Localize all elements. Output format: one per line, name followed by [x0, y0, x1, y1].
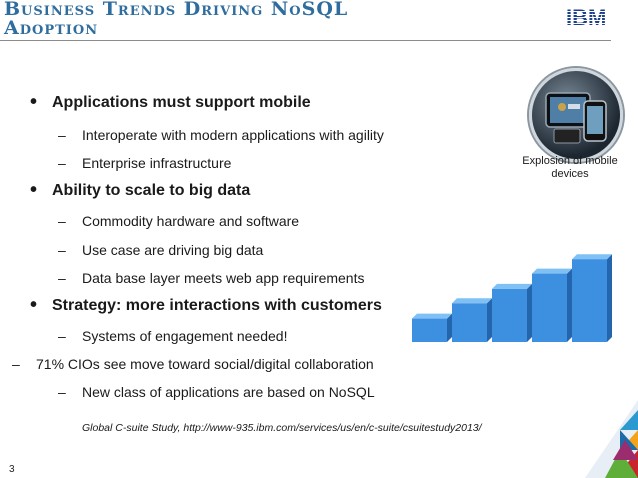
growth-bar	[452, 303, 487, 342]
growth-bar	[572, 259, 607, 342]
sub-bullet: – Commodity hardware and software	[58, 213, 300, 229]
sub-bullet: – New class of applications are based on…	[58, 384, 375, 400]
growth-bar	[412, 318, 447, 342]
bullet-text: Ability to scale to big data	[52, 182, 251, 199]
logo-text: IBM	[566, 6, 606, 28]
growth-bar-top	[412, 313, 452, 319]
dash-marker-icon: –	[58, 213, 66, 229]
title-line-2: Adoption	[4, 17, 99, 39]
bullet-text: Applications must support mobile	[52, 94, 311, 111]
bullet-text: Strategy: more interactions with custome…	[52, 297, 382, 314]
title-line-1: Business Trends Driving NoSQL	[4, 0, 349, 20]
bullet-strategy: • Strategy: more interactions with custo…	[30, 294, 382, 316]
growth-bar-top	[572, 254, 612, 260]
image-caption: Explosion of mobile devices	[522, 155, 618, 180]
sub-bullet: – Interoperate with modern applications …	[58, 127, 384, 143]
dash-marker-icon: –	[58, 270, 66, 286]
corner-decoration-icon	[585, 400, 638, 478]
sub-bullet: – Systems of engagement needed!	[58, 328, 288, 344]
bullet-dot-icon: •	[30, 294, 38, 316]
slide-title: Business Trends Driving NoSQL Adoption	[4, 0, 504, 38]
ibm-logo-icon: IBM	[566, 6, 606, 28]
growth-bar-side	[607, 254, 612, 342]
growth-bars-graphic	[412, 254, 612, 342]
bullet-dot-icon: •	[30, 179, 38, 201]
bullet-dot-icon: •	[30, 91, 38, 113]
bullet-mobile: • Applications must support mobile	[30, 91, 311, 113]
dash-marker-icon: –	[58, 242, 66, 258]
sub-bullet-cio: – 71% CIOs see move toward social/digita…	[12, 356, 374, 372]
growth-bar-side	[527, 283, 532, 342]
dash-marker-icon: –	[58, 328, 66, 344]
sub-bullet: – Data base layer meets web app requirem…	[58, 270, 365, 286]
page-number: 3	[9, 464, 15, 475]
dash-marker-icon: –	[58, 127, 66, 143]
growth-bar-top	[492, 283, 532, 289]
mobile-devices-photo-icon	[529, 68, 623, 162]
sub-bullet: – Enterprise infrastructure	[58, 155, 232, 171]
growth-bar	[492, 288, 527, 342]
growth-bar-top	[532, 268, 572, 274]
growth-bar-side	[447, 313, 452, 342]
title-divider	[0, 40, 611, 41]
citation: Global C-suite Study, http://www-935.ibm…	[82, 422, 482, 434]
dash-marker-icon: –	[12, 356, 20, 372]
sub-bullet: – Use case are driving big data	[58, 242, 264, 258]
growth-bar-side	[487, 298, 492, 342]
dash-marker-icon: –	[58, 155, 66, 171]
growth-bar-top	[452, 298, 492, 304]
dash-marker-icon: –	[58, 384, 66, 400]
bullet-scale: • Ability to scale to big data	[30, 179, 251, 201]
growth-bar-side	[567, 268, 572, 342]
growth-bar	[532, 273, 567, 342]
